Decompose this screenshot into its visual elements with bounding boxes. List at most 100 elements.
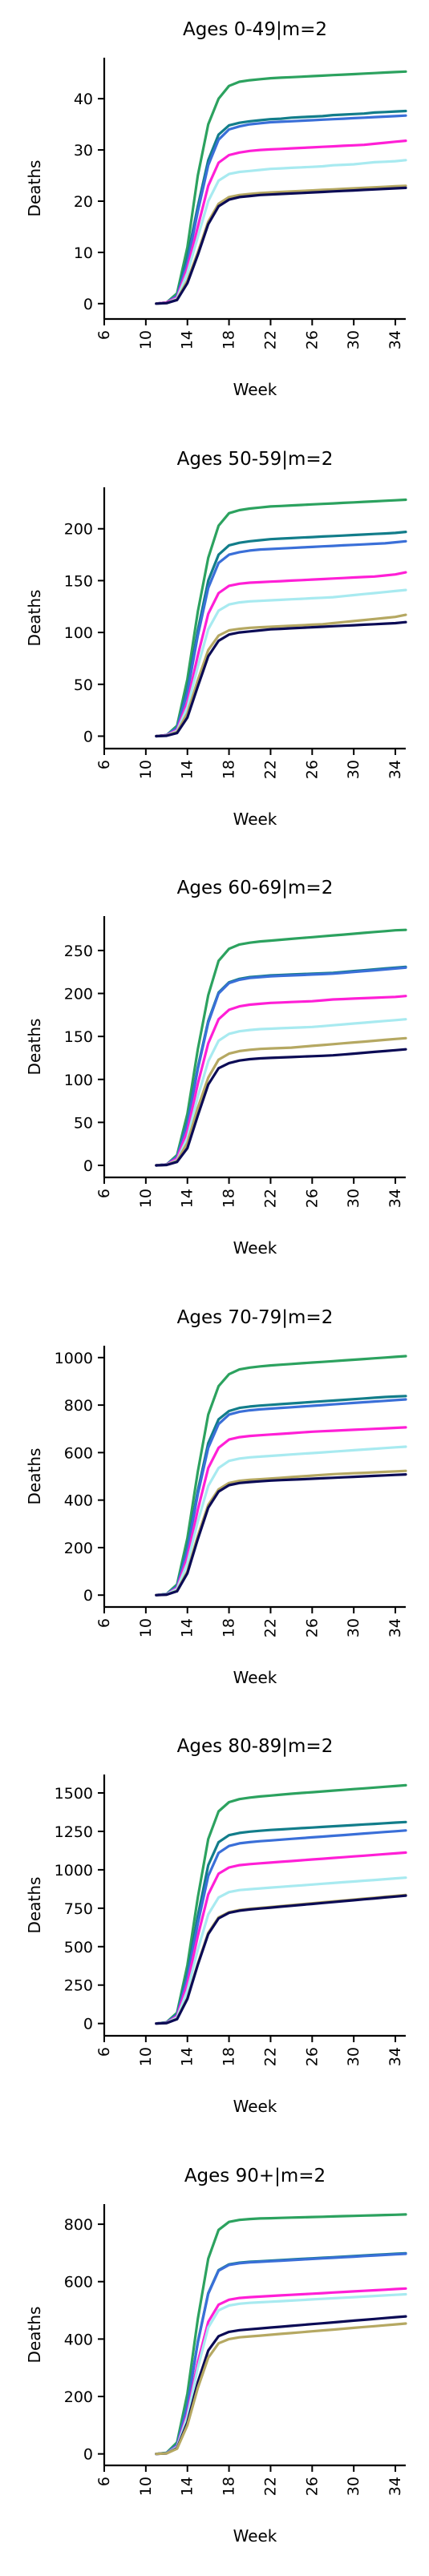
x-tick-label: 30 bbox=[345, 760, 362, 779]
series-line-4 bbox=[155, 1018, 407, 1167]
chart-panel-4: Ages 80-89|m=2 0 250 500 750 1000 1250 1500 6 10 1… bbox=[25, 1736, 407, 2116]
y-tick-label: 200 bbox=[64, 1540, 93, 1557]
x-tick-label: 10 bbox=[137, 1189, 155, 1208]
x-tick-label: 14 bbox=[179, 760, 196, 779]
series-line-4 bbox=[155, 159, 407, 305]
chart-panel-2: Ages 60-69|m=2 0 50 100 150 200 250 6 10 14 18 22 26… bbox=[25, 878, 407, 1258]
series-line-6 bbox=[155, 1473, 407, 1597]
y-tick-label: 10 bbox=[74, 244, 93, 262]
x-tick-label: 18 bbox=[221, 760, 238, 779]
x-tick-label: 22 bbox=[261, 2477, 279, 2496]
x-tick-label: 22 bbox=[261, 330, 279, 349]
x-tick-label: 26 bbox=[303, 2047, 321, 2066]
x-tick-label: 34 bbox=[387, 2477, 404, 2496]
series-line-5 bbox=[155, 2315, 407, 2456]
series-line-5 bbox=[155, 1036, 407, 1167]
series-line-1 bbox=[155, 1820, 407, 2025]
y-tick-label: 1250 bbox=[55, 1823, 93, 1841]
series-line-6 bbox=[155, 1048, 407, 1167]
x-tick-label: 22 bbox=[261, 760, 279, 779]
series-line-2 bbox=[155, 966, 407, 1167]
y-tick-label: 200 bbox=[64, 2388, 93, 2406]
y-tick-label: 50 bbox=[74, 676, 93, 694]
y-tick-label: 50 bbox=[74, 1114, 93, 1132]
x-tick-label: 34 bbox=[387, 1189, 404, 1208]
series-line-3 bbox=[155, 2287, 407, 2456]
x-tick-label: 14 bbox=[179, 2477, 196, 2496]
series-line-2 bbox=[155, 539, 407, 738]
y-tick-label: 1000 bbox=[55, 1350, 93, 1367]
y-tick-label: 0 bbox=[83, 2016, 93, 2033]
chart-title: Ages 0-49|m=2 bbox=[183, 19, 327, 40]
chart-panel-0: Ages 0-49|m=2 0 10 20 30 40 6 10 14 18 22 26 30 34 Wee… bbox=[25, 19, 407, 399]
y-axis-label: Deaths bbox=[25, 590, 44, 647]
y-tick-label: 800 bbox=[64, 2216, 93, 2234]
y-tick-label: 40 bbox=[74, 91, 93, 108]
chart-title: Ages 60-69|m=2 bbox=[177, 878, 334, 898]
y-axis-label: Deaths bbox=[25, 1448, 44, 1505]
y-tick-label: 0 bbox=[83, 1587, 93, 1605]
series-line-2 bbox=[155, 1829, 407, 2025]
y-tick-label: 1000 bbox=[55, 1862, 93, 1880]
x-tick-label: 18 bbox=[221, 1618, 238, 1637]
series-line-0 bbox=[155, 70, 407, 305]
series-line-3 bbox=[155, 1426, 407, 1597]
x-tick-label: 10 bbox=[137, 330, 155, 349]
series-line-0 bbox=[155, 1355, 407, 1597]
y-tick-label: 400 bbox=[64, 1492, 93, 1510]
x-tick-label: 34 bbox=[387, 1618, 404, 1637]
chart-panel-5: Ages 90+|m=2 0 200 400 600 800 6 10 14 18 22 26 30 34… bbox=[25, 2166, 407, 2546]
series-line-3 bbox=[155, 139, 407, 305]
y-tick-label: 400 bbox=[64, 2331, 93, 2348]
y-axis-label: Deaths bbox=[25, 1877, 44, 1934]
x-axis-label: Week bbox=[233, 1668, 277, 1687]
series-line-3 bbox=[155, 571, 407, 738]
series-line-0 bbox=[155, 928, 407, 1167]
chart-panel-1: Ages 50-59|m=2 0 50 100 150 200 6 10 14 18 22 26 30 3… bbox=[25, 449, 407, 829]
x-tick-label: 26 bbox=[303, 2477, 321, 2496]
x-tick-label: 34 bbox=[387, 2047, 404, 2066]
x-tick-label: 18 bbox=[221, 330, 238, 349]
y-axis-label: Deaths bbox=[25, 1019, 44, 1076]
y-tick-label: 200 bbox=[64, 986, 93, 1003]
y-tick-label: 200 bbox=[64, 521, 93, 539]
y-axis-label: Deaths bbox=[25, 160, 44, 217]
y-tick-label: 1500 bbox=[55, 1785, 93, 1803]
chart-title: Ages 70-79|m=2 bbox=[177, 1307, 334, 1328]
series-line-0 bbox=[155, 498, 407, 738]
series-line-4 bbox=[155, 1876, 407, 2025]
x-tick-label: 30 bbox=[345, 2047, 362, 2066]
y-tick-label: 600 bbox=[64, 2274, 93, 2291]
y-tick-label: 250 bbox=[64, 1977, 93, 1995]
x-axis-label: Week bbox=[233, 2526, 277, 2546]
x-tick-label: 22 bbox=[261, 1189, 279, 1208]
x-tick-label: 6 bbox=[95, 760, 113, 769]
y-tick-label: 0 bbox=[83, 296, 93, 313]
y-tick-label: 0 bbox=[83, 728, 93, 745]
x-tick-label: 10 bbox=[137, 2477, 155, 2496]
x-tick-label: 18 bbox=[221, 2047, 238, 2066]
x-tick-label: 14 bbox=[179, 2047, 196, 2066]
x-axis-label: Week bbox=[233, 2097, 277, 2116]
y-axis-label: Deaths bbox=[25, 2307, 44, 2364]
series-line-6 bbox=[155, 2322, 407, 2456]
x-axis-label: Week bbox=[233, 1238, 277, 1258]
y-tick-label: 30 bbox=[74, 142, 93, 159]
y-tick-label: 0 bbox=[83, 2446, 93, 2464]
series-line-3 bbox=[155, 995, 407, 1167]
x-tick-label: 10 bbox=[137, 2047, 155, 2066]
x-tick-label: 34 bbox=[387, 330, 404, 349]
x-tick-label: 18 bbox=[221, 2477, 238, 2496]
x-tick-label: 22 bbox=[261, 1618, 279, 1637]
x-tick-label: 10 bbox=[137, 1618, 155, 1637]
x-tick-label: 14 bbox=[179, 1618, 196, 1637]
x-tick-label: 26 bbox=[303, 1618, 321, 1637]
x-tick-label: 6 bbox=[95, 330, 113, 340]
x-tick-label: 18 bbox=[221, 1189, 238, 1208]
series-line-2 bbox=[155, 114, 407, 305]
x-tick-label: 34 bbox=[387, 760, 404, 779]
x-tick-label: 6 bbox=[95, 2047, 113, 2057]
x-tick-label: 26 bbox=[303, 1189, 321, 1208]
y-tick-label: 0 bbox=[83, 1157, 93, 1175]
